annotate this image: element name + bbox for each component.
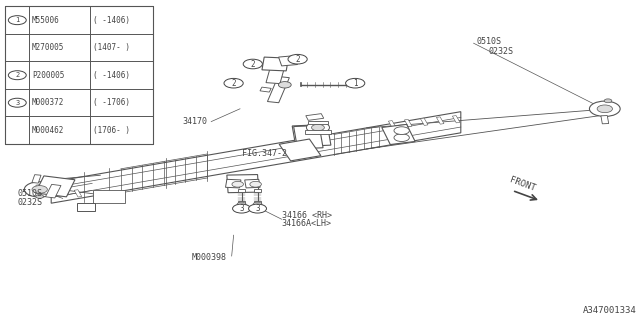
Text: 0510S: 0510S <box>18 189 43 198</box>
Text: FRONT: FRONT <box>509 175 537 193</box>
Text: 2: 2 <box>15 72 19 78</box>
Polygon shape <box>278 56 298 66</box>
Circle shape <box>250 181 261 187</box>
Polygon shape <box>74 190 82 197</box>
Polygon shape <box>292 124 331 147</box>
Polygon shape <box>253 201 261 204</box>
Circle shape <box>237 202 246 207</box>
Polygon shape <box>35 176 75 197</box>
Circle shape <box>589 101 620 116</box>
Polygon shape <box>260 87 271 92</box>
Text: 2: 2 <box>231 79 236 88</box>
Text: 1: 1 <box>15 17 19 23</box>
Circle shape <box>278 82 291 88</box>
Circle shape <box>288 54 307 64</box>
Circle shape <box>36 195 44 198</box>
Circle shape <box>24 182 55 197</box>
Circle shape <box>224 78 243 88</box>
Text: 34170: 34170 <box>182 117 207 126</box>
Circle shape <box>253 202 262 207</box>
Polygon shape <box>36 185 44 192</box>
Circle shape <box>232 204 250 213</box>
Polygon shape <box>51 112 461 203</box>
Polygon shape <box>601 116 609 124</box>
Polygon shape <box>308 121 328 124</box>
Text: A347001334: A347001334 <box>583 306 637 315</box>
Polygon shape <box>266 67 284 84</box>
Polygon shape <box>244 179 260 188</box>
Text: M000372: M000372 <box>32 98 65 107</box>
Polygon shape <box>452 116 460 123</box>
Circle shape <box>232 181 243 187</box>
Circle shape <box>346 78 365 88</box>
Text: FIG.347-2: FIG.347-2 <box>242 149 287 158</box>
Circle shape <box>307 122 330 133</box>
Text: M000462: M000462 <box>32 126 65 135</box>
Text: ( -1406): ( -1406) <box>93 16 130 25</box>
Circle shape <box>243 59 262 69</box>
Text: M270005: M270005 <box>32 43 65 52</box>
Polygon shape <box>225 179 241 188</box>
Text: 0232S: 0232S <box>488 47 513 56</box>
Polygon shape <box>32 175 41 183</box>
Circle shape <box>8 71 26 80</box>
Text: ( -1406): ( -1406) <box>93 71 130 80</box>
Polygon shape <box>61 188 69 195</box>
Text: 3: 3 <box>15 100 19 106</box>
Polygon shape <box>49 186 56 194</box>
FancyBboxPatch shape <box>5 6 153 144</box>
Text: 2: 2 <box>250 60 255 68</box>
Polygon shape <box>306 114 324 120</box>
Polygon shape <box>420 118 428 125</box>
Polygon shape <box>388 121 396 128</box>
Polygon shape <box>77 204 95 212</box>
Text: 3: 3 <box>255 204 260 213</box>
Polygon shape <box>382 124 415 145</box>
Circle shape <box>8 98 26 107</box>
Polygon shape <box>262 57 289 71</box>
Text: P200005: P200005 <box>32 71 65 80</box>
Circle shape <box>597 105 612 113</box>
Text: 1: 1 <box>353 79 358 88</box>
Text: M55006: M55006 <box>32 16 60 25</box>
Polygon shape <box>238 189 244 192</box>
Text: ( -1706): ( -1706) <box>93 98 130 107</box>
Circle shape <box>604 99 612 103</box>
Text: M000398: M000398 <box>192 253 227 262</box>
Circle shape <box>32 186 47 193</box>
Circle shape <box>248 204 266 213</box>
Circle shape <box>8 16 26 25</box>
Polygon shape <box>93 190 125 203</box>
Circle shape <box>312 124 324 131</box>
Text: 2: 2 <box>295 55 300 64</box>
Polygon shape <box>294 125 323 149</box>
Text: (1407- ): (1407- ) <box>93 43 130 52</box>
Text: 0232S: 0232S <box>18 198 43 207</box>
Text: 34166A<LH>: 34166A<LH> <box>282 220 332 228</box>
Polygon shape <box>404 119 412 127</box>
Text: 34166 <RH>: 34166 <RH> <box>282 212 332 220</box>
Polygon shape <box>254 189 260 192</box>
Text: 3: 3 <box>239 204 244 213</box>
Polygon shape <box>227 174 259 193</box>
Polygon shape <box>237 201 245 204</box>
Text: 0510S: 0510S <box>477 37 502 46</box>
Text: (1706- ): (1706- ) <box>93 126 130 135</box>
Circle shape <box>394 134 410 141</box>
Polygon shape <box>436 117 444 124</box>
Polygon shape <box>279 139 321 161</box>
Polygon shape <box>45 184 61 198</box>
Polygon shape <box>268 76 289 103</box>
Circle shape <box>394 127 410 134</box>
Polygon shape <box>305 131 331 134</box>
